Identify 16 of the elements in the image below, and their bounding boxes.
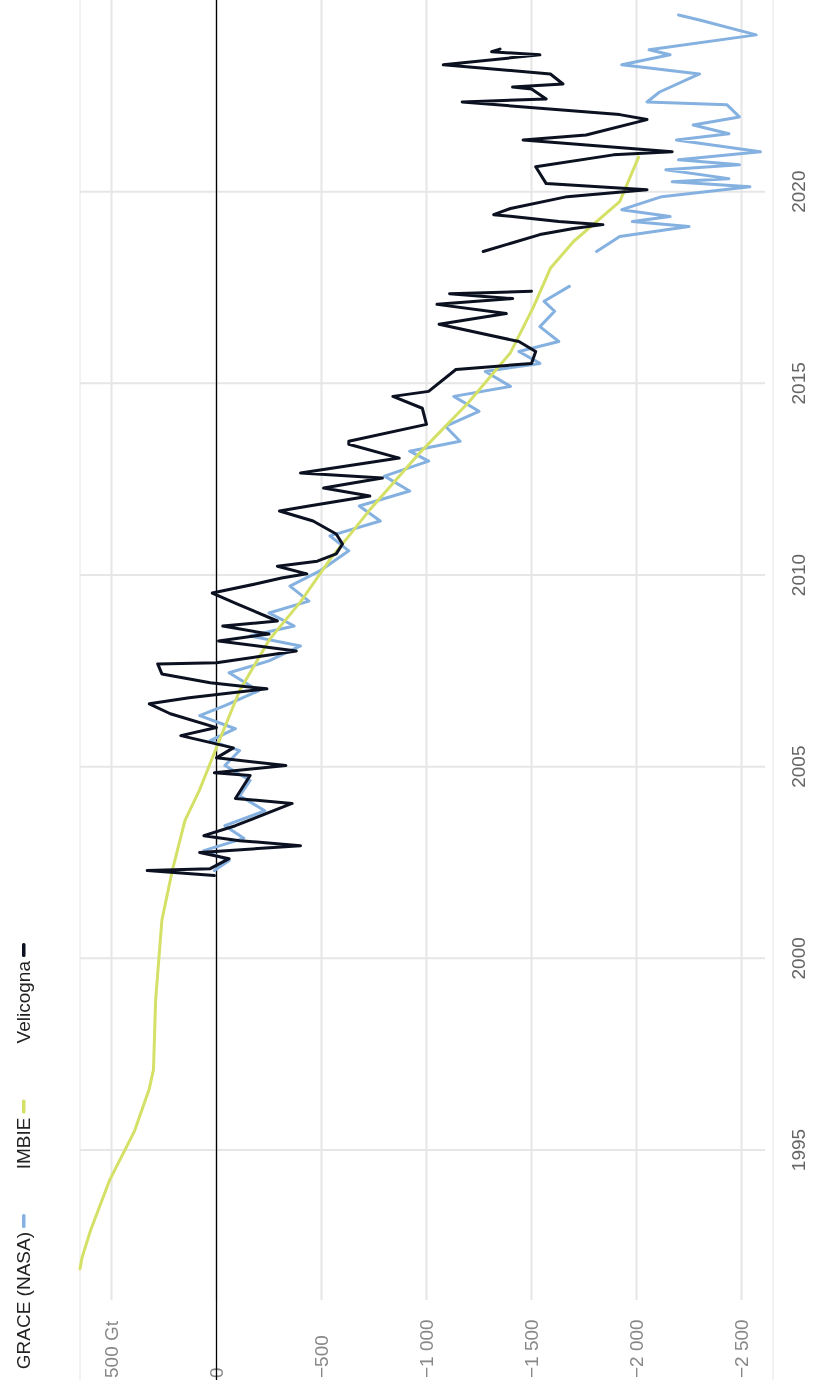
y-tick-label: 2020 xyxy=(788,170,809,213)
y-tick-label: 1995 xyxy=(788,1128,809,1172)
legend-label: IMBIE xyxy=(13,1117,34,1170)
y-tick-label: 2000 xyxy=(788,937,809,980)
x-tick-label: −1 500 xyxy=(521,1319,542,1378)
y-tick-label: 2005 xyxy=(788,745,809,788)
legend-label: GRACE (NASA) xyxy=(13,1232,34,1370)
y-tick-label: 2010 xyxy=(788,553,809,597)
y-tick-label: 2015 xyxy=(788,362,809,405)
x-tick-label: −2 000 xyxy=(626,1319,647,1378)
line-series xyxy=(78,155,641,1271)
x-tick-label: 500 Gt xyxy=(101,1320,122,1378)
legend-label: Velicogna xyxy=(13,960,34,1044)
x-tick-label: −500 xyxy=(311,1335,332,1378)
x-tick-label: −1 000 xyxy=(416,1319,437,1378)
x-tick-label: −2 500 xyxy=(731,1319,752,1378)
